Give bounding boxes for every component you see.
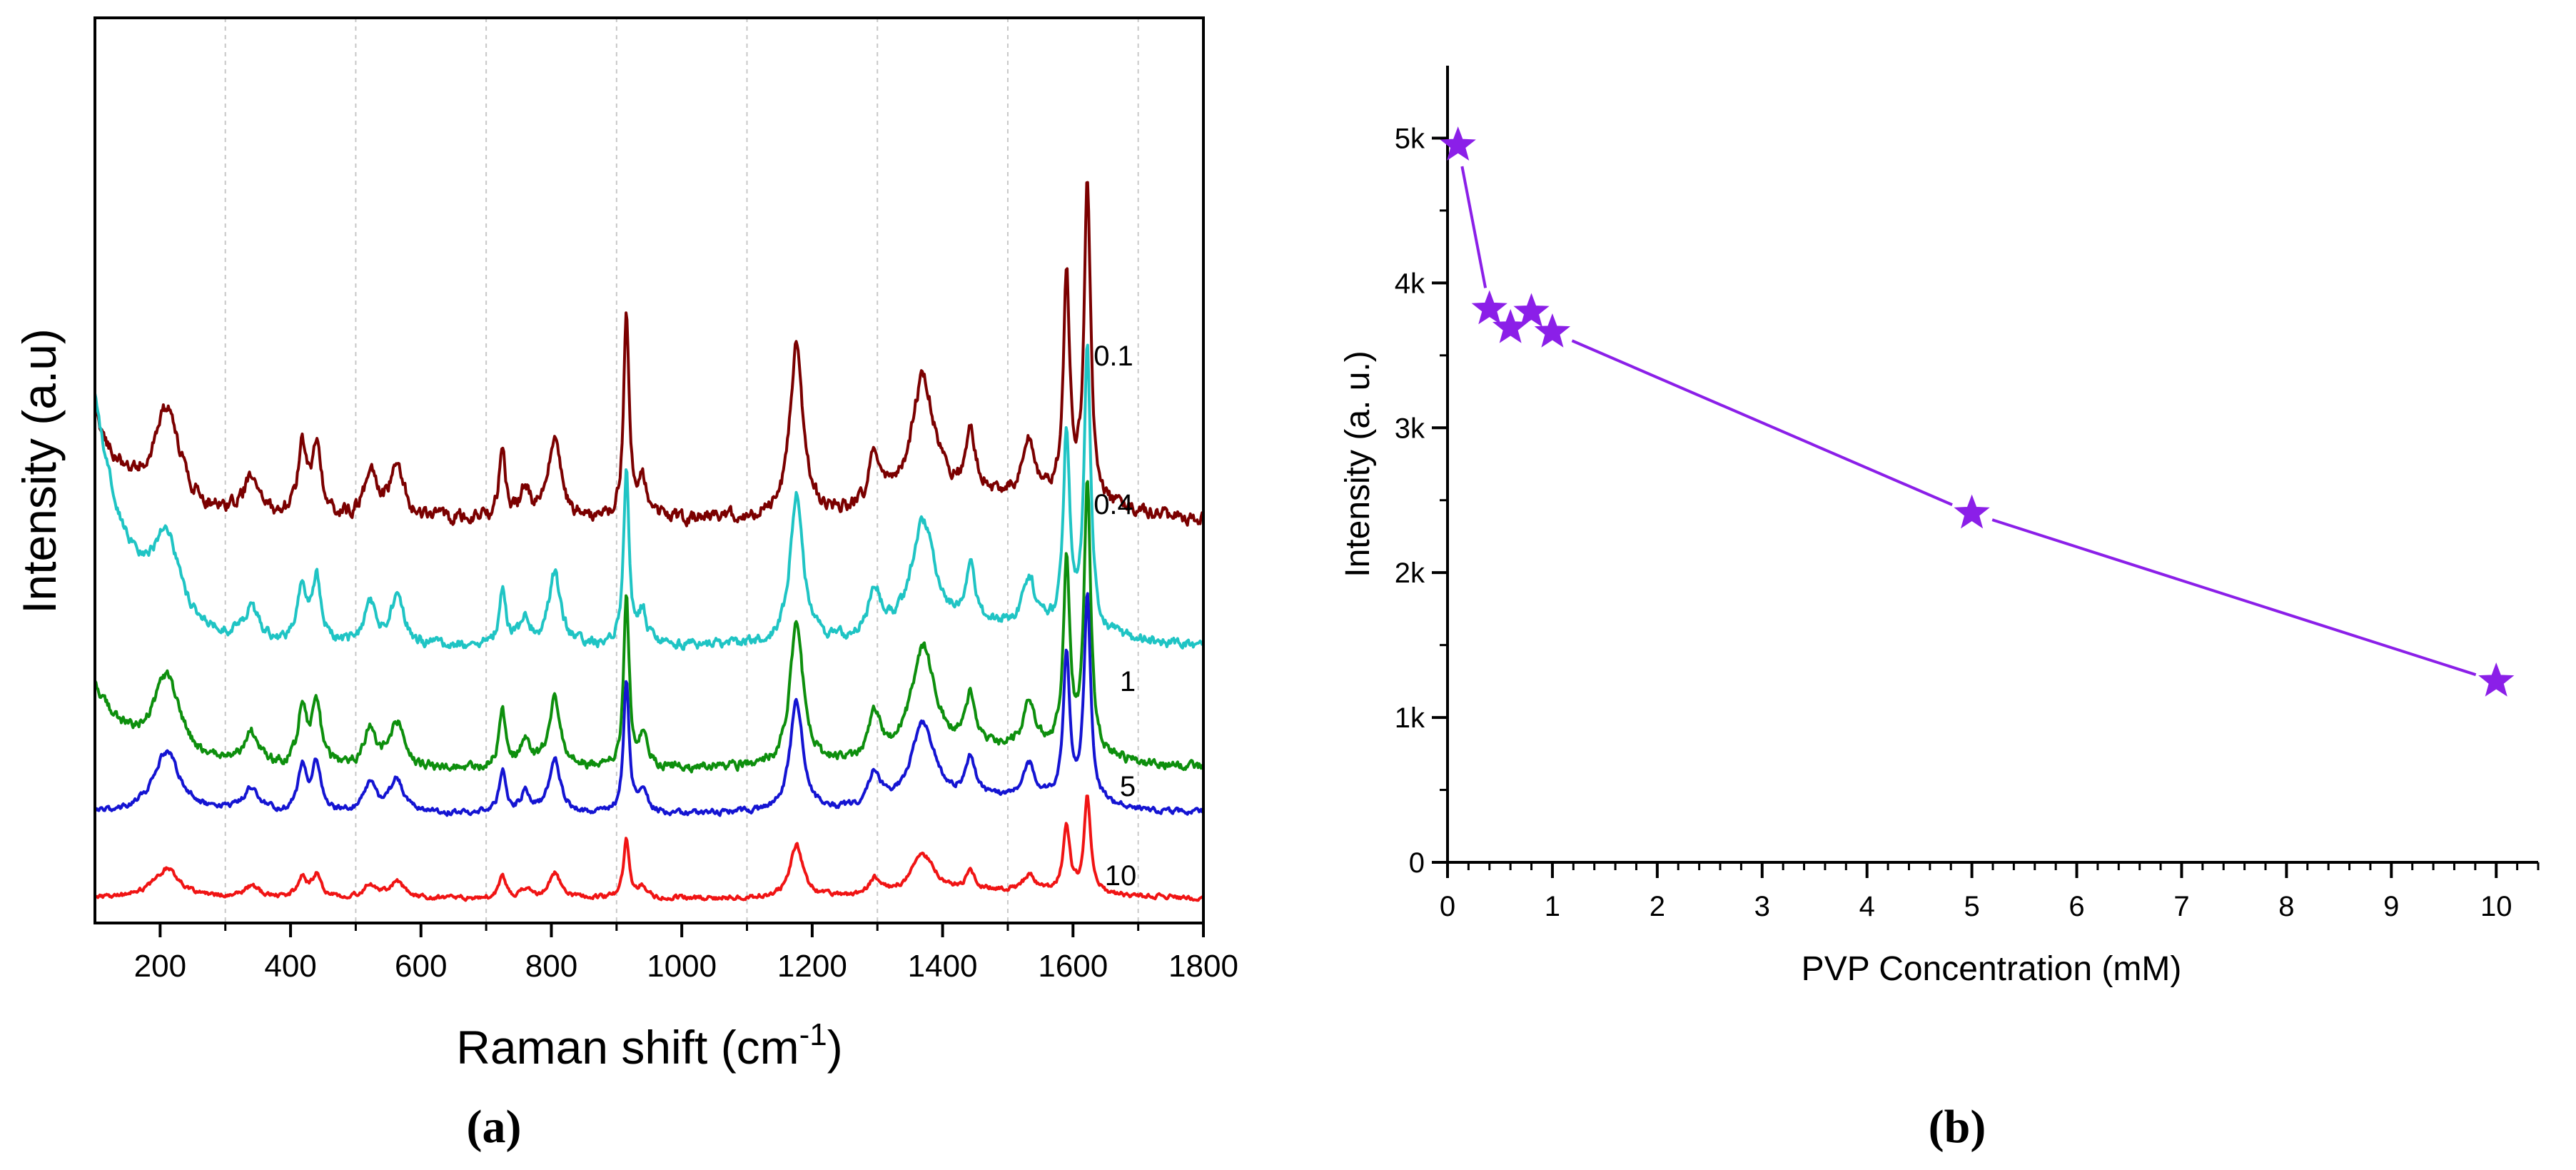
panel-b-tick-labels: 0 1 2 3 4 5 6 7 8 9 10 0 1k 2k 3k 4k 5k	[1395, 123, 2512, 922]
panel-a-x-ticks	[158, 923, 1205, 937]
x-tick-label-7: 7	[2173, 891, 2189, 922]
panel-a-x-tick-labels: 200 400 600 800 1000 1200 1400 1600 1800	[134, 949, 1238, 984]
x-tick-label-5: 5	[1964, 891, 1979, 922]
y-tick-label-0: 0	[1409, 847, 1425, 879]
x-tick-label-1400: 1400	[908, 949, 978, 984]
x-tick-label-8: 8	[2278, 891, 2294, 922]
connector-line-segment	[1991, 518, 2477, 677]
data-point-star-1	[1534, 313, 1571, 348]
x-tick-label-4: 4	[1859, 891, 1875, 922]
panel-b-intensity-vs-concentration: 0 1 2 3 4 5 6 7 8 9 10 0 1k 2k 3k 4k 5k PVP Concentratio…	[1339, 66, 2540, 1153]
panel-b-x-axis-title: PVP Concentration (mM)	[1802, 950, 2182, 988]
series-label-5: 5	[1120, 771, 1136, 802]
panel-b-label: (b)	[1929, 1101, 1986, 1153]
x-tick-label-1000: 1000	[647, 949, 717, 984]
x-tick-label-3: 3	[1754, 891, 1770, 922]
series-label-0.4: 0.4	[1093, 489, 1133, 520]
panel-a-spectra	[94, 181, 1205, 902]
data-point-star-5	[1954, 494, 1990, 529]
y-tick-label-4000: 4k	[1395, 268, 1425, 299]
x-tick-label-6: 6	[2069, 891, 2084, 922]
data-point-star-0.1	[1440, 126, 1476, 161]
connector-line-segment	[1460, 166, 1487, 288]
panel-b-series	[1440, 126, 2515, 697]
series-label-0.1: 0.1	[1093, 341, 1133, 372]
series-label-10: 10	[1105, 860, 1137, 892]
x-tick-label-200: 200	[134, 949, 186, 984]
spectrum-line-10	[94, 795, 1204, 902]
x-tick-label-800: 800	[525, 949, 577, 984]
x-tick-label-9: 9	[2383, 891, 2399, 922]
x-tick-label-1200: 1200	[777, 949, 847, 984]
panel-b-ticks	[1432, 136, 2540, 878]
x-tick-label-1800: 1800	[1168, 949, 1238, 984]
x-tick-label-1: 1	[1545, 891, 1560, 922]
panel-b-y-axis-title: Intensity (a. u.)	[1339, 351, 1377, 577]
spectrum-line-0.4	[94, 343, 1205, 651]
panel-a-x-axis-title: Raman shift (cm-1)	[456, 1017, 843, 1074]
x-tick-label-2: 2	[1650, 891, 1665, 922]
series-label-1: 1	[1120, 666, 1136, 697]
data-point-star-0.8	[1513, 293, 1550, 328]
panel-a-plot-frame	[94, 16, 1205, 924]
data-point-star-10	[2478, 662, 2515, 697]
connector-line-segment	[1571, 339, 1953, 506]
y-tick-label-5000: 5k	[1395, 123, 1425, 154]
x-tick-label-1600: 1600	[1038, 949, 1108, 984]
spectrum-line-1	[94, 480, 1204, 774]
x-tick-label-600: 600	[395, 949, 447, 984]
x-tick-label-0: 0	[1440, 891, 1455, 922]
x-tick-label-400: 400	[264, 949, 316, 984]
data-point-star-0.4	[1471, 290, 1507, 325]
x-tick-label-10: 10	[2480, 891, 2512, 922]
y-tick-label-1000: 1k	[1395, 702, 1425, 734]
panel-a-series-labels: 0.1 0.4 1 5 10	[1093, 341, 1136, 892]
panel-a-raman-spectra: 0.1 0.4 1 5 10 200 400 600 800 1000 1200 1400 1600 1…	[13, 16, 1238, 1153]
y-tick-label-3000: 3k	[1395, 413, 1425, 444]
spectrum-line-5	[94, 592, 1204, 817]
panel-a-y-axis-title: Intensity (a.u)	[13, 328, 66, 614]
panel-a-label: (a)	[467, 1101, 522, 1153]
spectrum-line-0.1	[94, 181, 1204, 528]
y-tick-label-2000: 2k	[1395, 558, 1425, 589]
